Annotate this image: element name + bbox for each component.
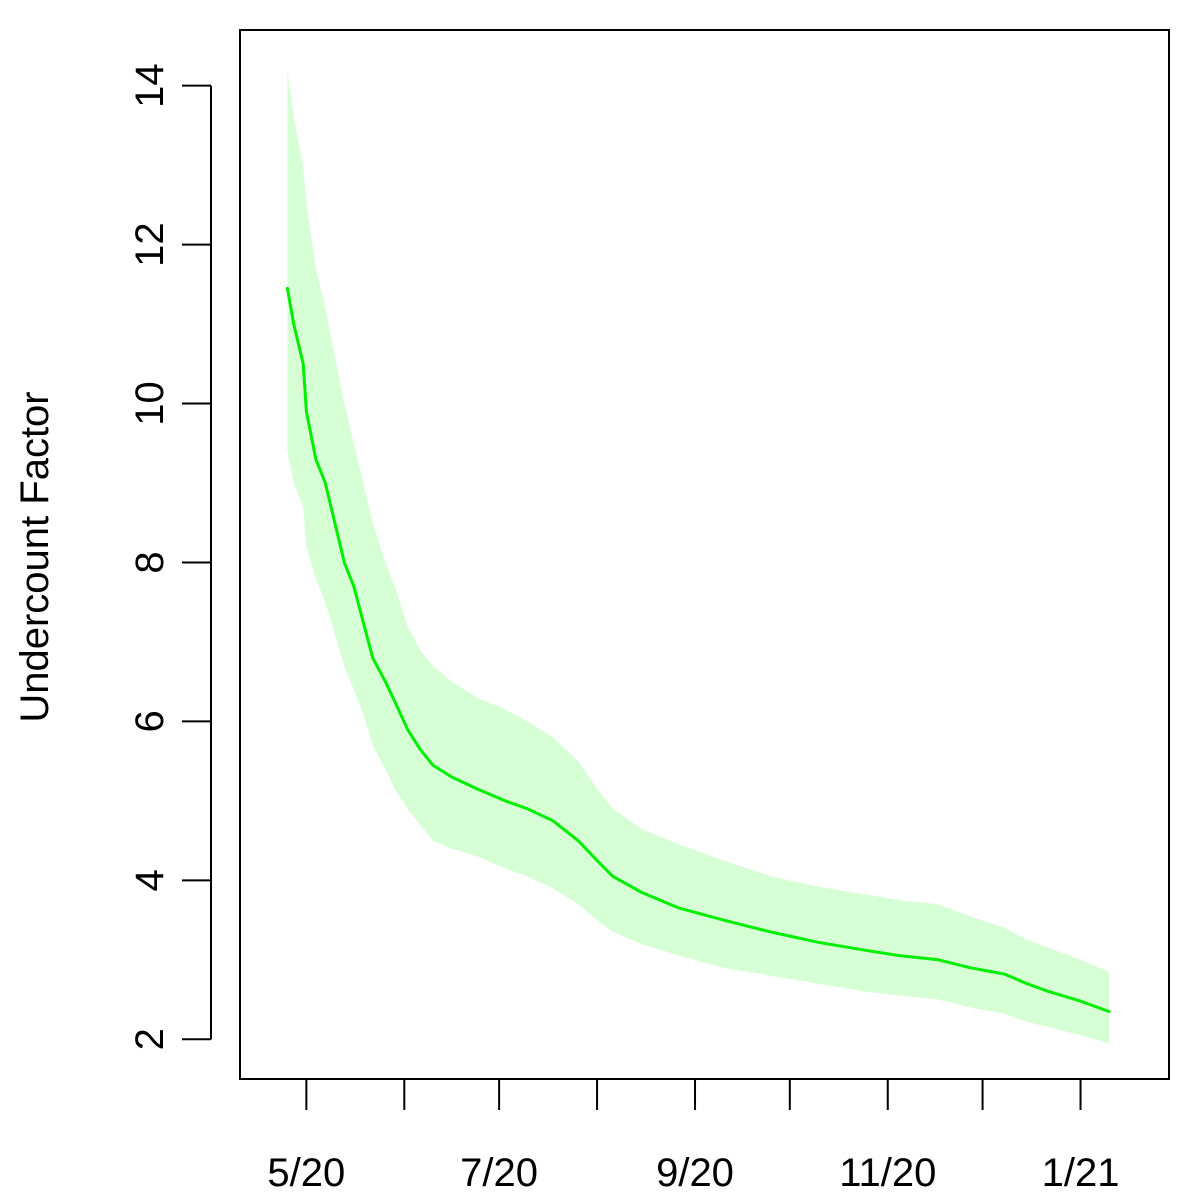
confidence-band-layer (287, 69, 1109, 1044)
x-tick-label: 9/20 (656, 1151, 734, 1195)
x-axis: 5/20 7/20 9/20 11/20 1/21 (267, 1078, 1120, 1195)
y-axis: 2 4 6 8 10 12 14 (128, 63, 212, 1050)
series-line-layer (285, 286, 1111, 1013)
x-tick-label: 11/20 (839, 1151, 936, 1195)
y-tick-label: 4 (128, 869, 172, 891)
series-line (285, 286, 1111, 1013)
y-tick-label: 12 (128, 222, 172, 267)
y-tick-label: 8 (128, 551, 172, 573)
y-axis-title: Undercount Factor (13, 391, 57, 722)
x-tick-label: 7/20 (460, 1151, 538, 1195)
confidence-band (287, 69, 1109, 1044)
y-tick-label: 6 (128, 710, 172, 732)
x-tick-label: 1/21 (1042, 1151, 1120, 1195)
y-tick-label: 10 (128, 381, 172, 426)
y-tick-label: 14 (128, 63, 172, 108)
x-tick-label: 5/20 (267, 1151, 345, 1195)
y-tick-label: 2 (128, 1028, 172, 1050)
